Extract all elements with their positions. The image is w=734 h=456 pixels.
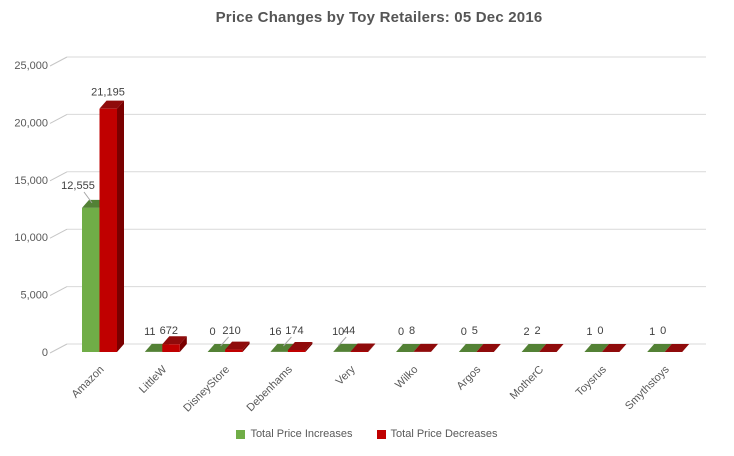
category-group-toysrus <box>584 343 627 352</box>
axis-tick <box>49 113 68 124</box>
data-label: 21,195 <box>91 87 125 99</box>
data-label: 174 <box>285 325 303 337</box>
y-axis-label: 25,000 <box>14 60 48 72</box>
x-axis-label-toysrus: Toysrus <box>574 363 610 399</box>
y-axis-label: 10,000 <box>14 232 48 244</box>
data-label: 12,555 <box>61 180 95 192</box>
legend-label-decreases: Total Price Decreases <box>390 428 498 440</box>
x-axis-label-smythstoys: Smythstoys <box>623 363 672 412</box>
category-group-very <box>333 343 376 352</box>
bar-top-face <box>413 343 438 352</box>
bar-decrease-very <box>350 351 369 352</box>
leader-line <box>283 336 292 347</box>
y-axis-label: 0 <box>42 347 48 359</box>
category-group-amazon <box>82 100 124 352</box>
legend-item-increases: Total Price Increases <box>236 428 353 440</box>
category-group-debenhams <box>270 342 313 352</box>
category-group-motherc <box>521 343 564 352</box>
bar-increase-amazon <box>82 207 100 352</box>
bar-top-face <box>584 343 609 352</box>
bar-side-face <box>305 342 313 352</box>
data-label: 0 <box>210 326 216 338</box>
x-axis-label-debenhams: Debenhams <box>244 363 295 414</box>
data-label: 16 <box>269 326 281 338</box>
leader-line <box>83 191 93 204</box>
legend-swatch-increases-icon <box>236 429 246 439</box>
chart-title: Price Changes by Toy Retailers: 05 Dec 2… <box>215 9 543 26</box>
data-label: 1 <box>649 326 655 338</box>
bar-top-face <box>476 343 501 352</box>
x-axis-label-motherc: MotherC <box>508 364 546 402</box>
y-axis-label: 15,000 <box>14 175 48 187</box>
category-group-disneystore <box>207 341 250 352</box>
bar-top-face <box>539 343 564 352</box>
bar-top-face <box>162 336 187 345</box>
bar-top-face <box>664 344 690 352</box>
bar-decrease-amazon <box>99 108 117 352</box>
x-axis-label-littlew: LittleW <box>137 363 170 396</box>
data-label: 5 <box>472 325 478 337</box>
category-group-argos <box>458 343 501 352</box>
data-label: 11 <box>144 326 155 338</box>
bar-top-face <box>99 100 124 109</box>
data-label: 0 <box>461 326 467 338</box>
bar-top-face <box>521 343 547 352</box>
y-axis-label: 5,000 <box>20 290 48 302</box>
y-axis-label: 20,000 <box>14 117 48 129</box>
chart-plot: 0 5,000 10,000 15,000 20,000 25,000 12,555 21,1… <box>14 56 706 415</box>
data-label: 2 <box>524 326 530 338</box>
category-group-smythstoys <box>647 343 690 352</box>
x-axis-label-very: Very <box>334 363 358 387</box>
bar-side-face <box>117 100 124 352</box>
data-label: 1 <box>586 326 592 338</box>
data-label: 0 <box>597 325 603 337</box>
leader-line <box>220 336 229 347</box>
bar-top-face <box>647 343 672 352</box>
bar-top-face <box>396 344 421 352</box>
legend-swatch-decreases-icon <box>376 429 386 439</box>
bar-side-face <box>242 341 250 352</box>
data-label: 0 <box>398 326 404 338</box>
data-label: 210 <box>222 325 240 337</box>
bar-top-face <box>458 344 484 352</box>
bar-top-face <box>601 344 627 352</box>
bar-decrease-debenhams <box>287 350 306 352</box>
chart-legend: Total Price Increases Total Price Decrea… <box>0 428 734 440</box>
category-group-wilko <box>396 343 438 352</box>
leader-line <box>337 336 347 347</box>
data-label: 0 <box>660 325 666 337</box>
data-label: 10 <box>332 326 344 338</box>
bar-top-face <box>225 341 250 350</box>
axis-tick <box>49 343 68 354</box>
bar-top-face <box>333 343 358 352</box>
x-axis-label-amazon: Amazon <box>69 364 106 401</box>
axis-tick <box>49 171 68 182</box>
x-axis-label-argos: Argos <box>455 363 484 392</box>
x-axis-label-disneystore: DisneyStore <box>181 364 232 415</box>
bar-decrease-littlew <box>162 344 180 352</box>
legend-label-increases: Total Price Increases <box>250 428 353 440</box>
axis-tick <box>49 228 68 239</box>
data-label: 44 <box>343 325 355 337</box>
bar-top-face <box>287 342 313 351</box>
data-label: 8 <box>409 325 415 337</box>
category-group-littlew <box>144 336 187 352</box>
legend-item-decreases: Total Price Decreases <box>376 428 498 440</box>
x-axis-label-wilko: Wilko <box>393 364 420 391</box>
bar-side-face <box>179 336 187 352</box>
data-label: 2 <box>535 325 541 337</box>
data-label: 672 <box>160 325 178 337</box>
axis-tick <box>49 56 68 67</box>
bar-decrease-disneystore <box>225 349 243 352</box>
bar-top-face <box>350 343 376 352</box>
axis-tick <box>49 286 68 297</box>
bar-side-face <box>368 343 376 352</box>
